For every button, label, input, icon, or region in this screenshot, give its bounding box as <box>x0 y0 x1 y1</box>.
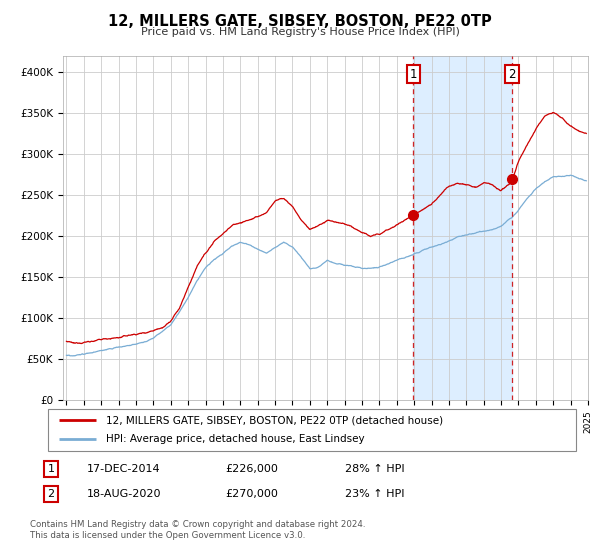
Text: 1: 1 <box>410 68 417 81</box>
Text: 2: 2 <box>47 489 55 499</box>
Text: 17-DEC-2014: 17-DEC-2014 <box>87 464 161 474</box>
Text: £270,000: £270,000 <box>225 489 278 499</box>
Text: 1: 1 <box>47 464 55 474</box>
Text: 28% ↑ HPI: 28% ↑ HPI <box>345 464 404 474</box>
Text: Price paid vs. HM Land Registry's House Price Index (HPI): Price paid vs. HM Land Registry's House … <box>140 27 460 37</box>
Text: 18-AUG-2020: 18-AUG-2020 <box>87 489 161 499</box>
Text: 12, MILLERS GATE, SIBSEY, BOSTON, PE22 0TP: 12, MILLERS GATE, SIBSEY, BOSTON, PE22 0… <box>108 14 492 29</box>
Text: Contains HM Land Registry data © Crown copyright and database right 2024.
This d: Contains HM Land Registry data © Crown c… <box>30 520 365 540</box>
Text: 2: 2 <box>508 68 516 81</box>
Text: £226,000: £226,000 <box>225 464 278 474</box>
Text: HPI: Average price, detached house, East Lindsey: HPI: Average price, detached house, East… <box>106 435 365 445</box>
Bar <box>413 56 512 400</box>
FancyBboxPatch shape <box>48 409 576 451</box>
Text: 12, MILLERS GATE, SIBSEY, BOSTON, PE22 0TP (detached house): 12, MILLERS GATE, SIBSEY, BOSTON, PE22 0… <box>106 415 443 425</box>
Text: 23% ↑ HPI: 23% ↑ HPI <box>345 489 404 499</box>
